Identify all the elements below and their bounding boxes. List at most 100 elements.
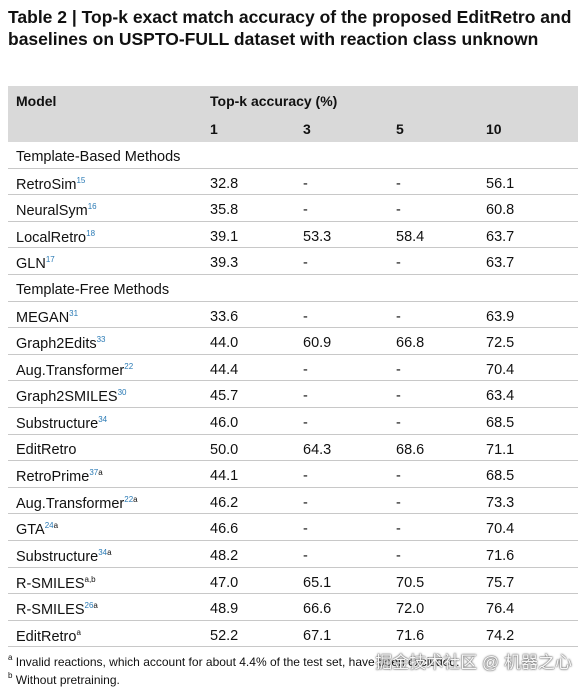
value-cell: 46.2 xyxy=(210,494,239,511)
k-header: 5 xyxy=(396,121,404,137)
value-cell: 68.6 xyxy=(396,441,425,458)
value-cell: - xyxy=(303,175,308,192)
section-row: Template-Based Methods xyxy=(8,142,578,169)
section-title: Template-Free Methods xyxy=(16,281,170,298)
footnote-mark: a xyxy=(98,468,103,478)
citation: 33 xyxy=(96,335,106,345)
section-row: Template-Free Methods xyxy=(8,275,578,302)
value-cell: 70.4 xyxy=(486,521,515,538)
value-cell: 32.8 xyxy=(210,175,239,192)
table: Model Top-k accuracy (%) 1 3 5 10 Template-Bas… xyxy=(8,86,578,648)
table-header: Model Top-k accuracy (%) 1 3 5 10 xyxy=(8,86,578,142)
table-title: Table 2 | Top-k exact match accuracy of … xyxy=(8,7,572,49)
value-cell: 72.0 xyxy=(396,601,425,618)
watermark: 掘金技术社区 @ 机器之心 xyxy=(375,653,572,672)
value-cell: - xyxy=(303,494,308,511)
table-row: NeuralSym16 35.8 - - 60.8 xyxy=(8,195,578,222)
model-name: Aug.Transformer xyxy=(16,362,125,379)
citation: 24 xyxy=(44,521,54,531)
footnote-text: Invalid reactions, which account for abo… xyxy=(15,655,460,669)
footnote-text: Without pretraining. xyxy=(15,673,120,687)
value-cell: 65.1 xyxy=(303,574,332,591)
model-name: RetroSim xyxy=(16,176,77,193)
value-cell: - xyxy=(396,175,401,192)
citation: 34 xyxy=(98,547,108,557)
section-title: Template-Based Methods xyxy=(16,149,181,165)
value-cell: 64.3 xyxy=(303,441,332,458)
table-row: Graph2Edits33 44.0 60.9 66.8 72.5 xyxy=(8,328,578,355)
value-cell: 39.1 xyxy=(210,228,239,245)
table-row: EditRetro 50.0 64.3 68.6 71.1 xyxy=(8,435,578,462)
value-cell: - xyxy=(396,547,401,564)
value-cell: - xyxy=(396,202,401,219)
model-name: RetroPrime xyxy=(16,469,90,486)
model-name: GTA xyxy=(16,522,45,539)
value-cell: 63.7 xyxy=(486,255,515,272)
footnote-mark: a,b xyxy=(84,574,96,584)
value-cell: 53.3 xyxy=(303,228,332,245)
model-name: EditRetro xyxy=(16,628,77,645)
value-cell: - xyxy=(396,388,401,405)
citation: 22 xyxy=(124,361,134,371)
table-row: EditRetroa 52.2 67.1 71.6 74.2 xyxy=(8,621,578,648)
value-cell: 60.9 xyxy=(303,335,332,352)
value-cell: - xyxy=(303,255,308,272)
footnote-mark: a xyxy=(93,601,98,611)
footnote-mark: b xyxy=(8,671,13,680)
value-cell: - xyxy=(396,361,401,378)
footnote-mark: a xyxy=(133,494,138,504)
value-cell: - xyxy=(303,468,308,485)
value-cell: 66.8 xyxy=(396,335,425,352)
model-name: R-SMILES xyxy=(16,602,85,619)
table-row: Substructure34a 48.2 - - 71.6 xyxy=(8,541,578,568)
model-cell: RetroPrime37a xyxy=(16,468,103,485)
table-row: Aug.Transformer22 44.4 - - 70.4 xyxy=(8,355,578,382)
value-cell: 56.1 xyxy=(486,175,515,192)
value-cell: 72.5 xyxy=(486,335,515,352)
value-cell: 71.6 xyxy=(396,627,425,644)
value-cell: - xyxy=(303,521,308,538)
value-cell: 66.6 xyxy=(303,601,332,618)
model-name: R-SMILES xyxy=(16,575,85,592)
model-name: EditRetro xyxy=(16,441,77,458)
model-name: Substructure xyxy=(16,548,99,565)
footnote-mark: a xyxy=(8,653,13,662)
model-cell: EditRetro xyxy=(16,442,76,458)
table-row: GTA24a 46.6 - - 70.4 xyxy=(8,514,578,541)
model-cell: NeuralSym16 xyxy=(16,202,97,219)
column-header: Model xyxy=(16,93,57,109)
k-header: 1 xyxy=(210,121,218,137)
table-row: Graph2SMILES30 45.7 - - 63.4 xyxy=(8,381,578,408)
footnote-mark: a xyxy=(107,547,112,557)
value-cell: 70.5 xyxy=(396,574,425,591)
value-cell: 60.8 xyxy=(486,202,515,219)
value-cell: - xyxy=(303,308,308,325)
citation: 31 xyxy=(69,308,79,318)
value-cell: - xyxy=(396,255,401,272)
value-cell: 74.2 xyxy=(486,627,515,644)
model-cell: Graph2SMILES30 xyxy=(16,388,126,405)
model-cell: LocalRetro18 xyxy=(16,229,95,246)
value-cell: 58.4 xyxy=(396,228,425,245)
citation: 22 xyxy=(124,494,134,504)
footnote-mark: a xyxy=(53,521,59,531)
value-cell: 35.8 xyxy=(210,202,239,219)
value-cell: - xyxy=(303,547,308,564)
model-cell: R-SMILES26a xyxy=(16,601,98,618)
value-cell: 46.6 xyxy=(210,521,239,538)
model-cell: GLN17 xyxy=(16,255,55,272)
table-row: Substructure34 46.0 - - 68.5 xyxy=(8,408,578,435)
model-name: MEGAN xyxy=(16,309,70,326)
footnote: a Invalid reactions, which account for a… xyxy=(8,653,459,669)
value-cell: 50.0 xyxy=(210,441,239,458)
value-cell: 63.9 xyxy=(486,308,515,325)
value-cell: 67.1 xyxy=(303,627,332,644)
model-cell: GTA24a xyxy=(16,521,58,538)
citation: 34 xyxy=(98,414,108,424)
value-cell: 45.7 xyxy=(210,388,239,405)
value-cell: 33.6 xyxy=(210,308,239,325)
table-row: R-SMILES26a 48.9 66.6 72.0 76.4 xyxy=(8,594,578,621)
value-cell: 47.0 xyxy=(210,574,239,591)
model-cell: Substructure34a xyxy=(16,548,112,565)
k-header: 3 xyxy=(303,121,311,137)
